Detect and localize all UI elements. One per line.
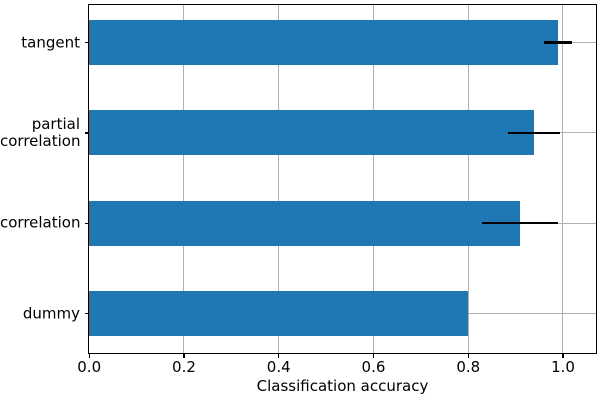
x-tick-mark: [88, 354, 90, 359]
x-tick-label: 1.0: [551, 358, 575, 376]
y-tick-label: tangent: [21, 33, 80, 52]
error-bar: [482, 221, 559, 225]
plot-area: [88, 4, 597, 354]
x-tick-mark: [278, 354, 280, 359]
bar-partial-correlation: [89, 110, 535, 156]
y-tick-label: partial correlation: [0, 115, 81, 151]
vertical-gridline: [183, 5, 185, 353]
x-tick-label: 0.6: [361, 358, 386, 376]
y-tick-mark: [85, 222, 89, 224]
vertical-gridline: [278, 5, 280, 353]
x-tick-label: 0.0: [77, 358, 102, 376]
x-axis-title: Classification accuracy: [256, 377, 429, 395]
x-tick-mark: [467, 354, 469, 359]
x-tick-mark: [562, 354, 564, 359]
error-bar: [543, 41, 573, 44]
x-tick-mark: [183, 354, 185, 359]
y-tick-label: dummy: [22, 304, 80, 323]
bar-dummy: [89, 290, 469, 336]
vertical-gridline: [467, 5, 469, 353]
error-bar: [508, 131, 561, 135]
x-tick-mark: [372, 354, 375, 359]
x-tick-label: 0.8: [456, 358, 481, 376]
y-tick-mark: [85, 132, 89, 134]
vertical-gridline: [372, 5, 374, 353]
bar-correlation: [89, 200, 521, 246]
y-tick-label: correlation: [0, 213, 81, 232]
x-tick-label: 0.4: [266, 358, 291, 376]
y-tick-mark: [85, 42, 89, 44]
vertical-gridline: [562, 5, 564, 353]
x-tick-label: 0.2: [172, 358, 196, 376]
y-tick-mark: [85, 313, 89, 315]
bar-tangent: [89, 20, 559, 65]
